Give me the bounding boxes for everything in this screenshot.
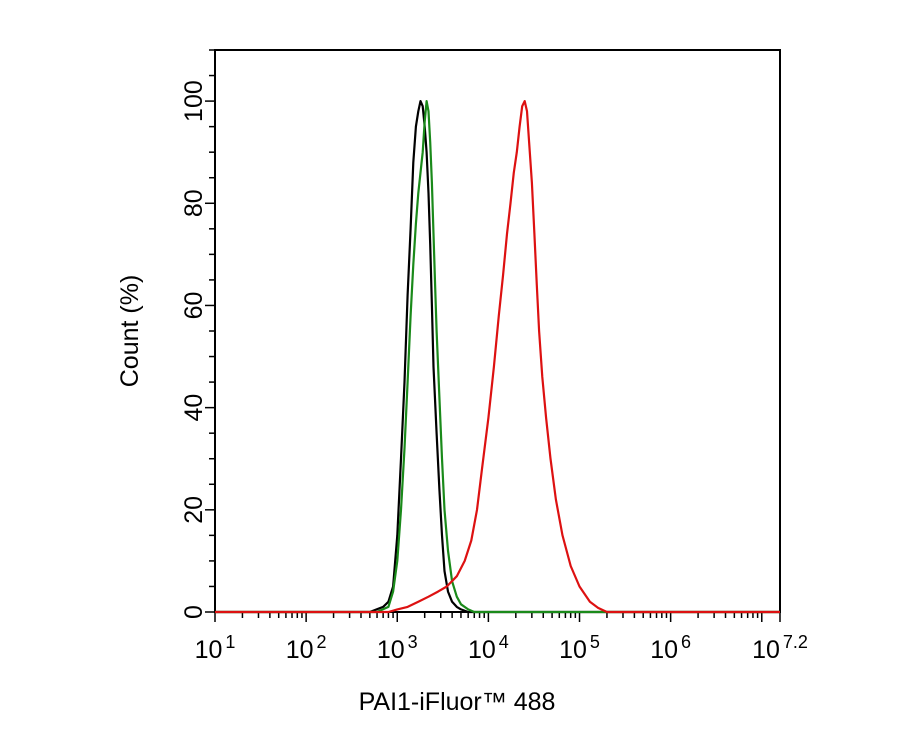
x-tick-label: 10 7.2 <box>752 632 808 664</box>
y-tick-label: 20 <box>180 496 208 524</box>
series-line-2 <box>215 100 780 614</box>
x-tick-label: 10 3 <box>377 632 418 664</box>
series-line-3 <box>215 100 780 614</box>
y-tick-label: 40 <box>180 394 208 422</box>
x-axis: 10 1 10 2 10 3 10 4 10 5 10 6 10 7.2 <box>195 612 808 664</box>
y-tick-label: 100 <box>180 80 208 122</box>
x-tick-label: 10 1 <box>195 632 236 664</box>
x-tick-label: 10 5 <box>559 632 600 664</box>
x-tick-label: 10 4 <box>468 632 509 664</box>
series-layer <box>215 100 780 614</box>
x-tick-label: 10 6 <box>650 632 691 664</box>
y-tick-label: 80 <box>180 189 208 217</box>
series-line-1 <box>215 100 780 614</box>
x-axis-label: PAI1-iFluor™ 488 <box>359 688 556 716</box>
y-tick-label: 0 <box>180 605 208 619</box>
y-axis-label: Count (%) <box>116 275 144 388</box>
y-tick-label: 60 <box>180 292 208 320</box>
y-axis: 0 20 40 60 80 100 <box>180 49 215 619</box>
x-tick-label: 10 2 <box>286 632 327 664</box>
